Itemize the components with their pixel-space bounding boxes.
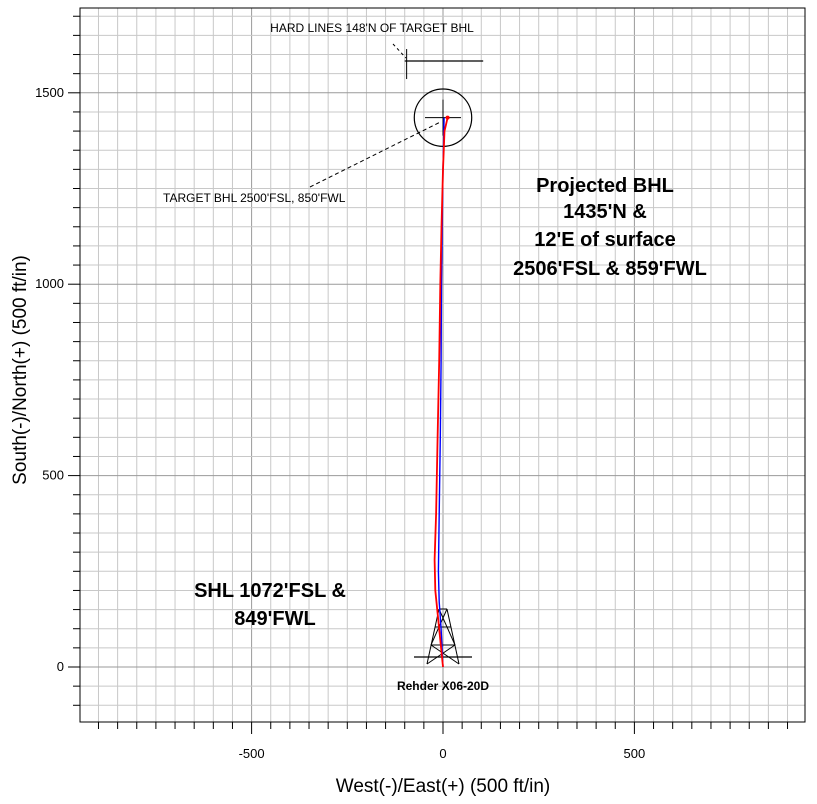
y-tick-labels: 0 500 1000 1500 xyxy=(35,85,64,674)
x-tick-label: -500 xyxy=(239,746,265,761)
rig-icon xyxy=(414,608,472,665)
x-tick-label: 500 xyxy=(624,746,646,761)
projected-line-3: 12'E of surface xyxy=(534,229,675,251)
minor-ticks xyxy=(68,15,789,734)
grid xyxy=(80,8,805,722)
well-path-line xyxy=(433,117,449,668)
rig-leg-left xyxy=(426,608,440,665)
target-bhl-label: TARGET BHL 2500'FSL, 850'FWL xyxy=(163,191,346,205)
y-tick-label: 0 xyxy=(57,659,64,674)
hard-line-leader xyxy=(392,43,407,59)
shl-line-1: SHL 1072'FSL & xyxy=(194,580,346,602)
overlays xyxy=(309,43,484,665)
projected-line-4: 2506'FSL & 859'FWL xyxy=(513,258,707,280)
x-tick-labels: -500 0 500 xyxy=(239,746,646,761)
y-axis-title: South(-)/North(+) (500 ft/in) xyxy=(10,255,31,485)
rig-label: Rehder X06-20D xyxy=(397,679,489,693)
target-bhl-leader xyxy=(309,122,440,188)
y-tick-label: 500 xyxy=(42,468,64,483)
x-tick-label: 0 xyxy=(439,746,446,761)
rig-brace xyxy=(430,644,460,665)
rig-brace xyxy=(438,608,456,646)
series xyxy=(433,117,449,668)
shl-line-2: 849'FWL xyxy=(234,608,315,630)
hard-lines-label: HARD LINES 148'N OF TARGET BHL xyxy=(270,21,474,35)
y-tick-label: 1500 xyxy=(35,85,64,100)
x-axis-title: West(-)/East(+) (500 ft/in) xyxy=(336,776,551,797)
rig-leg-right xyxy=(446,608,460,665)
projected-line-1: Projected BHL xyxy=(536,175,674,197)
projected-line-2: 1435'N & xyxy=(563,201,647,223)
y-tick-label: 1000 xyxy=(35,276,64,291)
